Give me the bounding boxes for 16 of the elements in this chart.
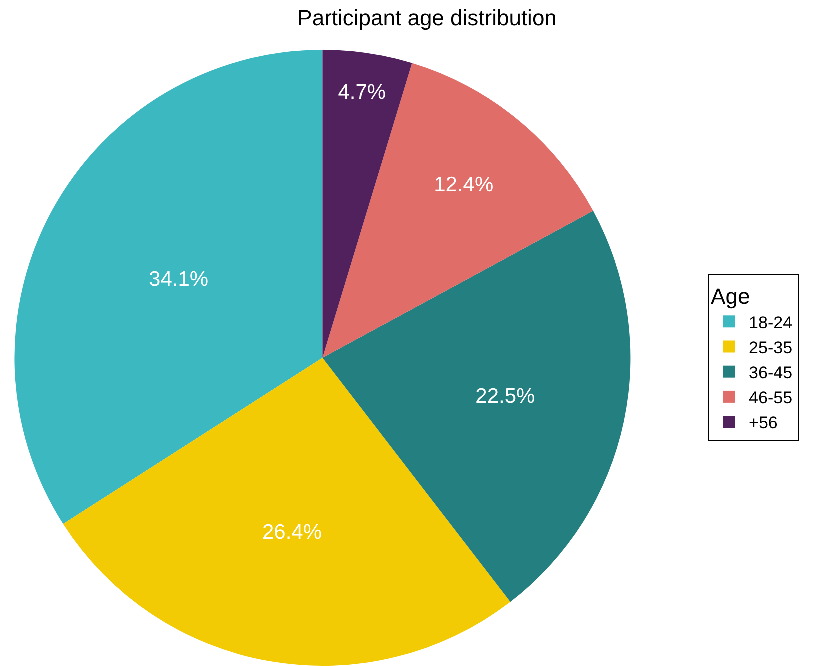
pie-slice <box>322 50 412 358</box>
pie-slice <box>322 211 631 602</box>
data-label: 12.4% <box>434 173 494 196</box>
legend-title: Age <box>711 284 750 310</box>
legend-label: 18-24 <box>749 313 793 332</box>
data-label: 26.4% <box>262 521 322 544</box>
data-label: 22.5% <box>476 385 536 408</box>
legend-label: 46-55 <box>749 388 793 408</box>
pie-slice <box>15 50 323 524</box>
pie-slice <box>322 63 594 358</box>
legend-label: 25-35 <box>749 338 793 358</box>
legend-label: 36-45 <box>749 363 793 382</box>
data-label: 4.7% <box>338 80 386 104</box>
legend-label: +56 <box>749 414 778 433</box>
chart-title: Participant age distribution <box>298 5 557 30</box>
data-label: 34.1% <box>149 268 209 291</box>
